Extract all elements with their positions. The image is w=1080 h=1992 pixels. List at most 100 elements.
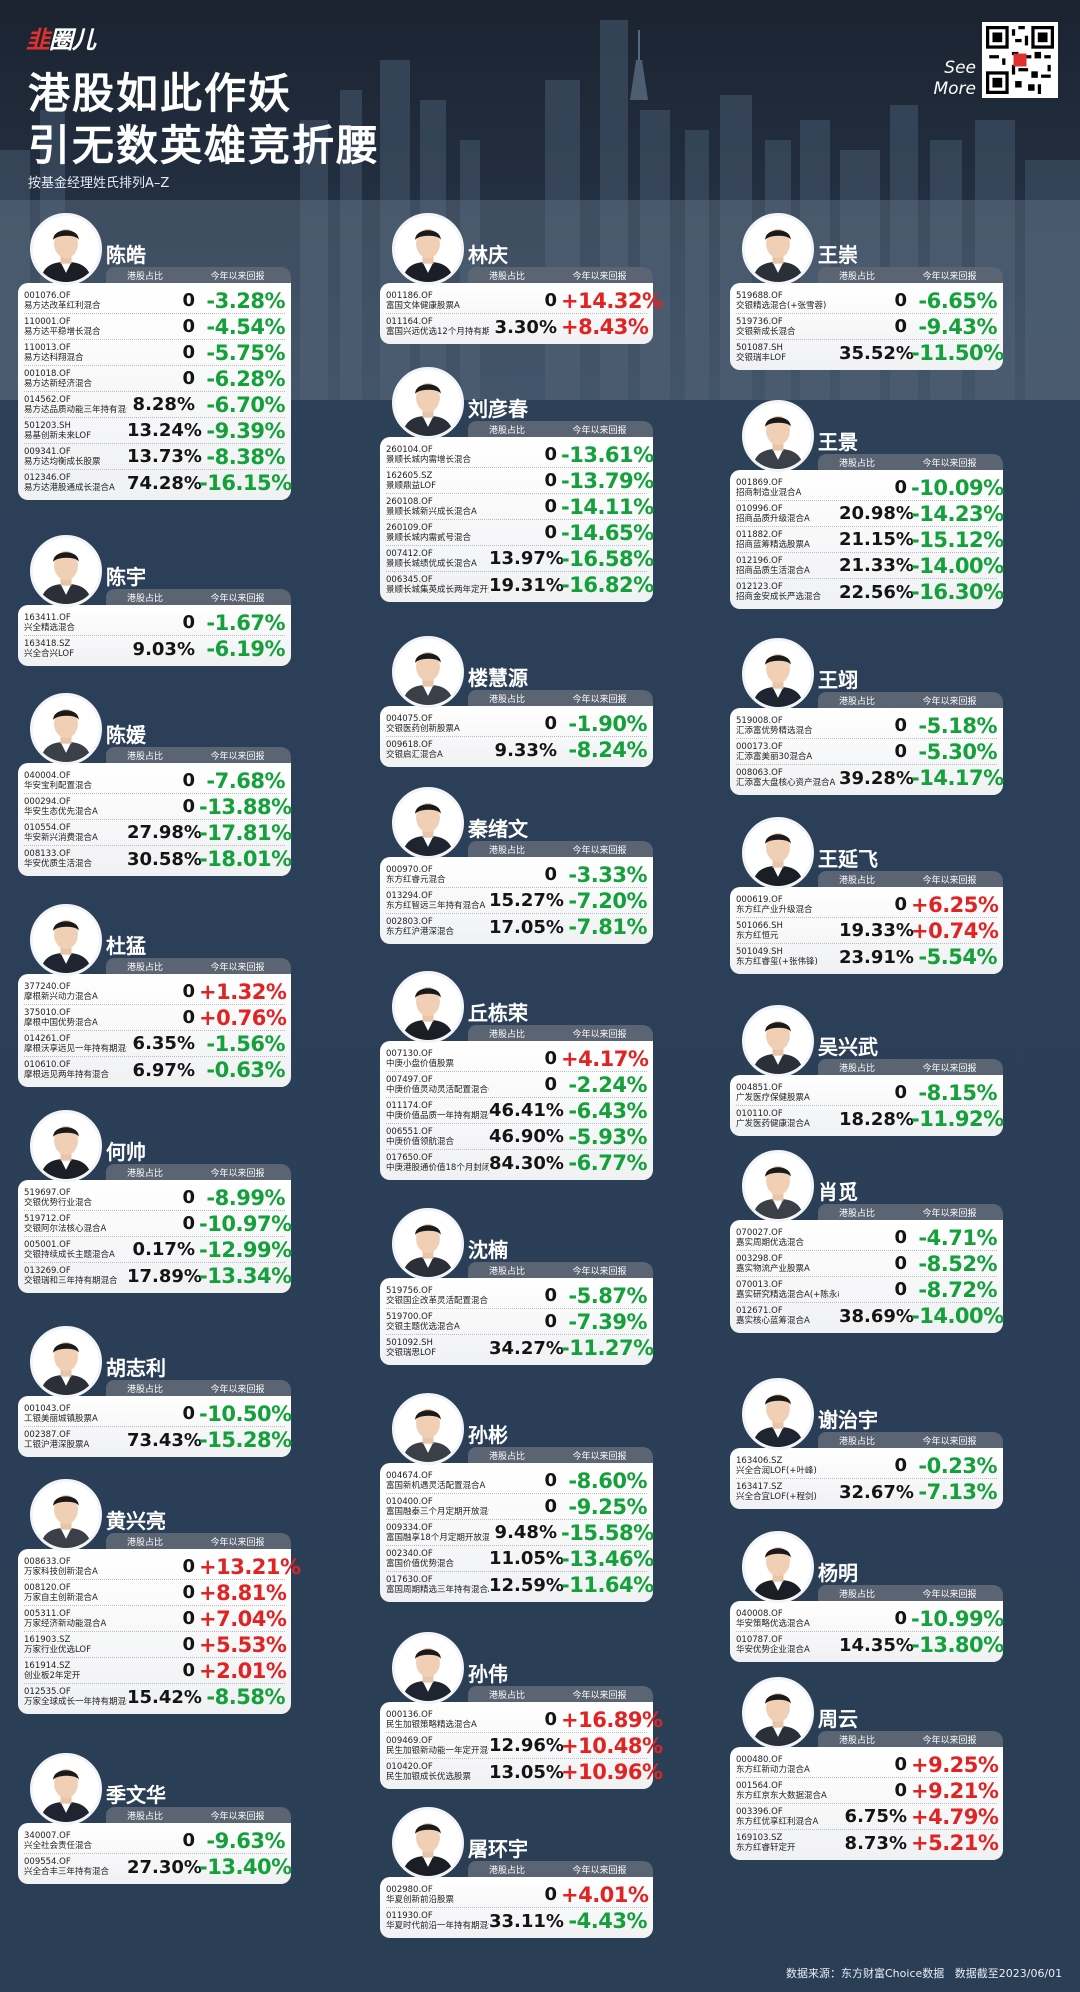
- fund-name: 东方红沪港深混合: [386, 927, 455, 937]
- fund-name: 嘉实周期优选混合: [736, 1237, 805, 1248]
- hk-share-header: 港股占比: [488, 845, 525, 856]
- hk-share-value: 0: [182, 1187, 195, 1208]
- fund-code: 001018.OF: [24, 368, 71, 379]
- ytd-return-value: -1.67%: [206, 610, 285, 635]
- manager-name: 王翊: [818, 668, 858, 692]
- hk-share-value: 0: [182, 981, 195, 1002]
- hk-share-value: 0: [182, 1007, 195, 1028]
- fund-table: 519008.OF 汇添富优势精选混合 0 -5.18% 000173.OF 汇添富美丽3…: [730, 708, 1004, 795]
- fund-code: 012123.OF: [736, 582, 783, 592]
- fund-code: 070013.OF: [736, 1279, 783, 1290]
- table-header: 港股占比 今年以来回报: [818, 692, 1003, 708]
- fund-row: 000294.OF 华安生态优先混合A 0 -13.88%: [24, 794, 292, 820]
- fund-code: 006551.OF: [386, 1126, 433, 1137]
- fund-info: 501087.SH 交银瑞丰LOF: [736, 343, 839, 363]
- ytd-return-value: -9.43%: [918, 314, 997, 339]
- hk-share-header: 港股占比: [838, 1063, 875, 1074]
- ytd-return-value: +10.96%: [561, 1760, 663, 1784]
- fund-name: 兴全合宜LOF(+程剑): [736, 1492, 817, 1502]
- fund-code: 014562.OF: [24, 394, 71, 405]
- fund-code: 012346.OF: [24, 473, 71, 483]
- fund-info: 010787.OF 华安优势企业混合A: [736, 1635, 839, 1655]
- fund-name: 交银瑞思LOF: [386, 1348, 437, 1358]
- ytd-return-value: -11.27%: [561, 1336, 654, 1360]
- fund-table: 000619.OF 东方红产业升级混合 0 +6.25% 501066.SH 东方红恒元 1…: [730, 887, 1003, 974]
- fund-row: 010610.OF 摩根远见两年持有混合 6.97% -0.63%: [24, 1057, 286, 1083]
- table-header: 港股占比 今年以来回报: [468, 841, 653, 857]
- hk-share-value: 17.89%: [127, 1265, 202, 1287]
- fund-table: 001869.OF 招商制造业混合A 0 -10.09% 010996.OF 招商品质升级…: [730, 470, 1004, 609]
- fund-info: 161903.SZ 万家行业优选LOF: [24, 1635, 127, 1655]
- fund-code: 161903.SZ: [24, 1634, 71, 1645]
- fund-code: 163417.SZ: [736, 1482, 783, 1492]
- fund-info: 011882.OF 招商蓝筹精选股票A: [736, 530, 839, 550]
- hk-share-header: 港股占比: [488, 1266, 525, 1277]
- fund-code: 161914.SZ: [24, 1660, 71, 1671]
- see-more-label[interactable]: See More: [933, 58, 976, 99]
- fund-code: 009618.OF: [386, 740, 433, 750]
- fund-info: 014261.OF摩根沃享远见一年持有期混合A: [24, 1034, 127, 1054]
- fund-name: 兴全社会责任混合: [24, 1840, 93, 1851]
- ytd-return-value: -6.43%: [568, 1098, 647, 1123]
- fund-info: 000294.OF 华安生态优先混合A: [24, 797, 127, 817]
- ytd-return-header: 今年以来回报: [210, 271, 265, 282]
- fund-code: 001043.OF: [24, 1403, 71, 1414]
- fund-code: 002340.OF: [386, 1548, 433, 1559]
- person-icon: [395, 216, 461, 282]
- hk-share-header: 港股占比: [488, 1690, 525, 1701]
- ytd-return-value: -6.70%: [206, 392, 285, 417]
- ytd-return-header: 今年以来回报: [922, 875, 977, 886]
- fund-info: 519712.OF 交银阿尔法核心混合A: [24, 1214, 127, 1234]
- fund-name: 东方红优享红利混合A: [736, 1816, 819, 1827]
- fund-name: 易基创新未来LOF: [24, 430, 92, 441]
- fund-code: 012535.OF: [24, 1687, 71, 1697]
- fund-code: 070027.OF: [736, 1227, 783, 1238]
- fund-name: 交银瑞和三年持有期混合: [24, 1276, 118, 1286]
- fund-name: 汇添富大盘核心资产混合A: [736, 778, 836, 788]
- fund-info: 011164.OF富国兴远优选12个月持有期混合A: [386, 317, 489, 337]
- fund-table: 040004.OF 华安宝利配置混合 0 -7.68% 000294.OF 华安生态优先混…: [18, 763, 292, 876]
- fund-row: 501049.SH 东方红睿玺(+张伟锋) 23.91% -5.54%: [736, 944, 998, 970]
- fund-row: 110013.OF 易方达科翔混合 0 -5.75%: [24, 340, 286, 366]
- hk-share-header: 港股占比: [126, 271, 163, 282]
- fund-name: 中庚小盘价值股票: [386, 1058, 455, 1069]
- fund-name: 招商蓝筹精选股票A: [736, 539, 810, 550]
- fund-table: 040008.OF 华安策略优选混合A 0 -10.99% 010787.OF 华安优势企…: [730, 1601, 1004, 1662]
- fund-row: 010400.OF富国融泰三个月定期开放混合发起式 0 -9.25%: [386, 1494, 648, 1520]
- fund-code: 519736.OF: [736, 316, 783, 327]
- fund-row: 011164.OF富国兴远优选12个月持有期混合A3.30%+8.43%: [386, 314, 649, 340]
- hk-share-value: 0: [894, 1227, 907, 1248]
- ytd-return-value: -10.99%: [911, 1606, 1004, 1631]
- ytd-return-header: 今年以来回报: [922, 458, 977, 469]
- ytd-return-value: -12.99%: [199, 1237, 292, 1262]
- fund-code: 375010.OF: [24, 1007, 71, 1018]
- hk-share-value: 19.31%: [489, 574, 564, 596]
- fund-table: 000480.OF 东方红新动力混合A 0 +9.25% 001564.OF 东方红京东大…: [730, 1747, 1003, 1860]
- fund-name: 景顺长城集英成长两年定开混合: [386, 585, 489, 595]
- ytd-return-header: 今年以来回报: [572, 845, 627, 856]
- fund-info: 260108.OF 景顺长城新兴成长混合A: [386, 497, 489, 517]
- fund-name: 交银主题优选混合A: [386, 1321, 460, 1332]
- fund-code: 003298.OF: [736, 1253, 783, 1264]
- hk-share-value: 0: [544, 496, 557, 517]
- qr-code[interactable]: [982, 22, 1058, 98]
- fund-info: 009341.OF 易方达均衡成长股票: [24, 447, 127, 467]
- hk-share-header: 港股占比: [838, 1436, 875, 1447]
- ytd-return-value: -18.01%: [199, 847, 292, 871]
- ytd-return-value: -7.20%: [568, 888, 647, 913]
- fund-row: 519700.OF 交银主题优选混合A 0 -7.39%: [386, 1309, 648, 1335]
- fund-name: 易方达品质动能三年持有混合A: [24, 404, 127, 415]
- fund-name: 景顺长城新兴成长混合A: [386, 506, 477, 517]
- fund-name: 易方达均衡成长股票: [24, 456, 101, 467]
- manager-avatar: [742, 1005, 814, 1077]
- fund-name: 易方达平稳增长混合: [24, 326, 101, 337]
- ytd-return-value: -4.43%: [568, 1909, 647, 1933]
- fund-row: 011174.OF 中庚价值品质一年持有期混合 46.41% -6.43%: [386, 1098, 648, 1124]
- fund-row: 163417.SZ 兴全合宜LOF(+程剑) 32.67% -7.13%: [736, 1479, 998, 1505]
- footer: 数据来源：东方财富Choice数据 数据截至2023/06/01: [786, 1965, 1062, 1981]
- fund-code: 377240.OF: [24, 981, 71, 992]
- fund-row: 001043.OF 工银美丽城镇股票A 0 -10.50%: [24, 1401, 292, 1427]
- fund-name: 广发医药健康混合A: [736, 1119, 810, 1129]
- manager-name: 王延飞: [818, 847, 878, 871]
